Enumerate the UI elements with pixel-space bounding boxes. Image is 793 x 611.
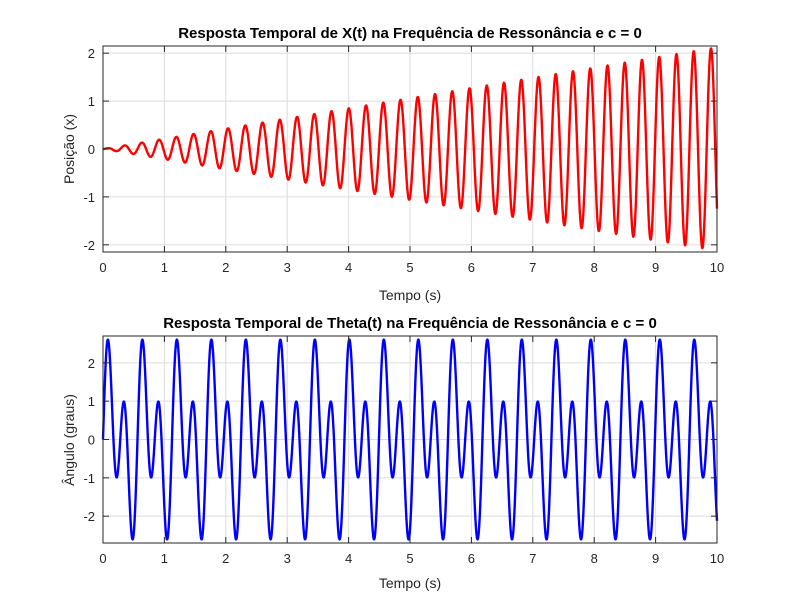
x-tick-label: 7 (529, 551, 536, 566)
y-tick-label: 1 (88, 94, 95, 109)
grid-position (102, 46, 718, 252)
x-tick-label: 5 (406, 260, 413, 275)
y-tick-label: 2 (88, 356, 95, 371)
subplot-title-angle: Resposta Temporal de Theta(t) na Frequên… (163, 315, 657, 332)
x-tick-label: 8 (591, 551, 598, 566)
series-line-position (102, 47, 719, 250)
subplot-angle: Resposta Temporal de Theta(t) na Frequên… (61, 315, 724, 591)
x-tick-label: 10 (710, 551, 724, 566)
y-tick-label: 0 (88, 433, 95, 448)
y-axis-label-angle: Ângulo (graus) (61, 394, 77, 486)
y-tick-label: 2 (88, 46, 95, 61)
x-tick-label: 5 (406, 551, 413, 566)
y-tick-label: -1 (83, 190, 95, 205)
y-tick-label: 1 (88, 394, 95, 409)
subplot-position: Resposta Temporal de X(t) na Frequência … (61, 25, 724, 303)
y-axis-label-position: Posição (x) (61, 114, 77, 184)
x-tick-label: 9 (652, 260, 659, 275)
y-tick-label: -1 (83, 471, 95, 486)
x-tick-label: 2 (222, 260, 229, 275)
y-ticks-position: -2 -1 0 1 2 (83, 46, 717, 253)
x-tick-label: 0 (99, 551, 106, 566)
x-tick-label: 3 (284, 260, 291, 275)
y-tick-label: -2 (83, 238, 95, 253)
x-ticks-angle: 0 1 2 3 4 5 6 7 8 9 10 (99, 336, 724, 566)
y-tick-label: -2 (83, 509, 95, 524)
x-tick-label: 8 (591, 260, 598, 275)
series-line-angle (101, 338, 719, 541)
x-tick-label: 1 (161, 260, 168, 275)
x-tick-label: 9 (652, 551, 659, 566)
subplot-title-position: Resposta Temporal de X(t) na Frequência … (178, 25, 642, 42)
x-tick-label: 10 (710, 260, 724, 275)
x-tick-label: 4 (345, 260, 352, 275)
x-ticks-position: 0 1 2 3 4 5 6 7 8 9 10 (99, 46, 724, 275)
x-axis-label-position: Tempo (s) (379, 287, 441, 303)
x-tick-label: 3 (284, 551, 291, 566)
x-tick-label: 7 (529, 260, 536, 275)
x-tick-label: 1 (161, 551, 168, 566)
y-ticks-angle: -2 -1 0 1 2 (83, 356, 717, 524)
y-tick-label: 0 (88, 142, 95, 157)
x-tick-label: 6 (468, 260, 475, 275)
x-axis-label-angle: Tempo (s) (379, 575, 441, 591)
x-tick-label: 4 (345, 551, 352, 566)
x-tick-label: 2 (222, 551, 229, 566)
x-tick-label: 6 (468, 551, 475, 566)
x-tick-label: 0 (99, 260, 106, 275)
